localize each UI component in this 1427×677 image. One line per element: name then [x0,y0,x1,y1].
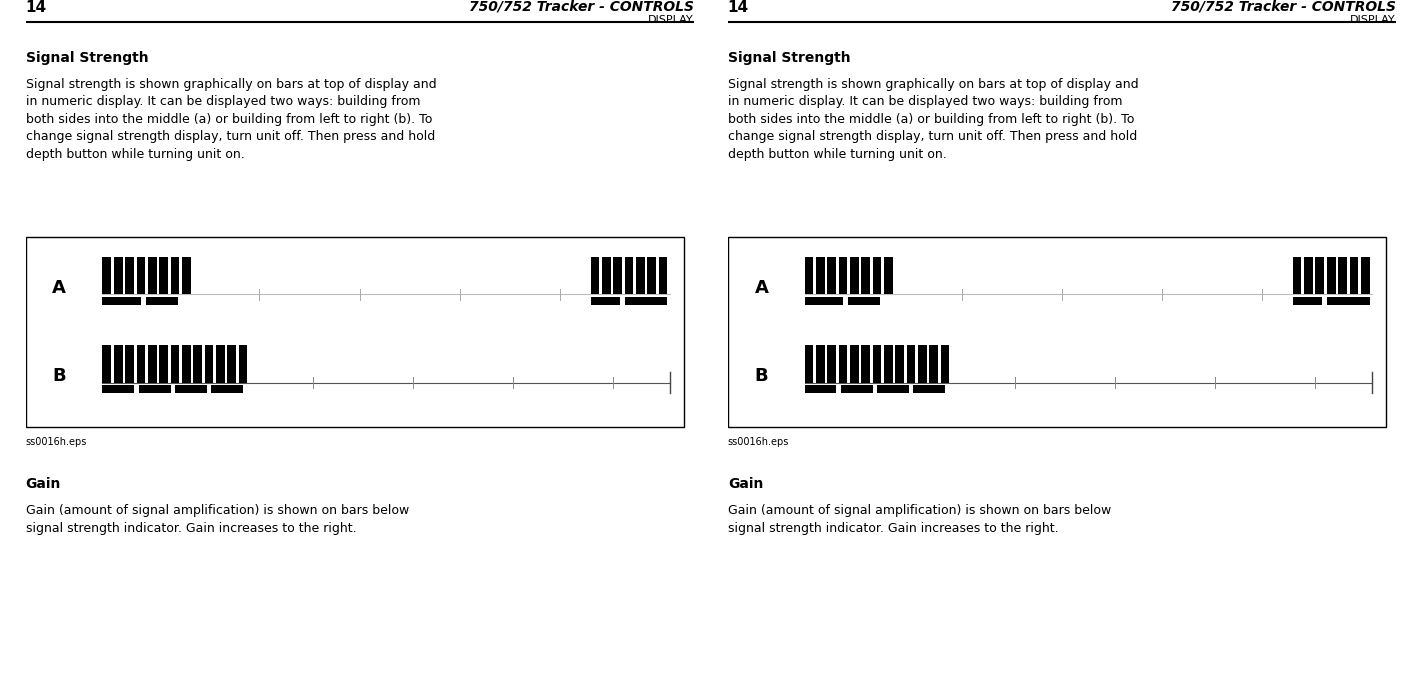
Bar [1327,297,1370,305]
Bar [160,257,168,294]
Bar [148,345,157,383]
Text: Signal strength is shown graphically on bars at top of display and
in numeric di: Signal strength is shown graphically on … [728,78,1139,161]
Text: B: B [755,367,768,385]
Bar [591,257,599,294]
Bar [1293,257,1301,294]
Bar [805,345,813,383]
Bar [160,345,168,383]
Bar [895,345,905,383]
Text: 14: 14 [26,0,47,15]
Text: ss0016h.eps: ss0016h.eps [728,437,789,447]
Bar [862,345,870,383]
Text: DISPLAY: DISPLAY [648,15,694,25]
Text: 14: 14 [728,0,749,15]
Text: Gain (amount of signal amplification) is shown on bars below
signal strength ind: Gain (amount of signal amplification) is… [728,504,1112,535]
Bar [238,345,247,383]
Bar [906,345,916,383]
Bar [126,345,134,383]
Bar [873,345,882,383]
Bar [227,345,235,383]
Text: Gain (amount of signal amplification) is shown on bars below
signal strength ind: Gain (amount of signal amplification) is… [26,504,410,535]
Bar [862,257,870,294]
Text: Signal strength is shown graphically on bars at top of display and
in numeric di: Signal strength is shown graphically on … [26,78,437,161]
Text: ss0016h.eps: ss0016h.eps [26,437,87,447]
Bar [138,385,171,393]
Bar [614,257,622,294]
Bar [940,345,949,383]
Bar [176,385,207,393]
Bar [114,345,123,383]
Bar [204,345,214,383]
Bar [839,345,848,383]
Bar [1350,257,1359,294]
Bar [805,385,836,393]
Bar [828,257,836,294]
Bar [828,345,836,383]
Bar [625,297,668,305]
Text: Gain: Gain [728,477,763,492]
Bar [1327,257,1336,294]
Text: 750/752 Tracker - CONTROLS: 750/752 Tracker - CONTROLS [1170,0,1396,14]
Bar [215,345,224,383]
Bar [728,237,1386,427]
Text: Gain: Gain [26,477,61,492]
Bar [171,257,180,294]
Bar [193,345,203,383]
Bar [659,257,668,294]
Bar [591,297,619,305]
Text: Signal Strength: Signal Strength [728,51,850,65]
Bar [183,257,191,294]
Bar [1339,257,1347,294]
Bar [114,257,123,294]
Text: A: A [755,279,768,297]
Bar [841,385,873,393]
Bar [625,257,634,294]
Bar [918,345,926,383]
Bar [848,297,880,305]
Bar [137,345,146,383]
Bar [103,297,141,305]
Bar [171,345,180,383]
Bar [211,385,243,393]
Bar [146,297,178,305]
Bar [126,257,134,294]
Bar [648,257,656,294]
Bar [1361,257,1370,294]
Text: A: A [53,279,66,297]
Bar [103,345,111,383]
Bar [103,385,134,393]
Bar [816,345,825,383]
Text: 750/752 Tracker - CONTROLS: 750/752 Tracker - CONTROLS [468,0,694,14]
Bar [816,257,825,294]
Bar [602,257,611,294]
Bar [805,257,813,294]
Bar [148,257,157,294]
Bar [805,297,843,305]
Bar [183,345,191,383]
Bar [850,345,859,383]
Bar [873,257,882,294]
Bar [839,257,848,294]
Bar [103,257,111,294]
Bar [850,257,859,294]
Bar [636,257,645,294]
Bar [929,345,938,383]
Bar [878,385,909,393]
Text: B: B [53,367,66,385]
Bar [913,385,945,393]
Text: Signal Strength: Signal Strength [26,51,148,65]
Bar [885,345,893,383]
Bar [26,237,684,427]
Bar [1316,257,1324,294]
Bar [1304,257,1313,294]
Bar [1293,297,1321,305]
Text: DISPLAY: DISPLAY [1350,15,1396,25]
Bar [885,257,893,294]
Bar [137,257,146,294]
